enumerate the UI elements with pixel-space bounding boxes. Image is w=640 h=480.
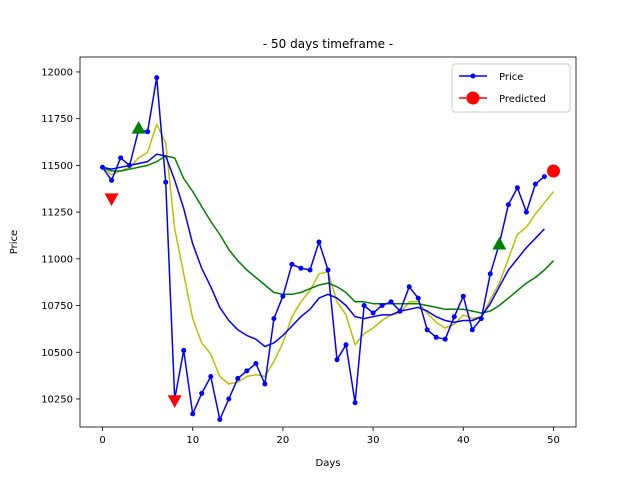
price-point — [388, 299, 394, 305]
smoothed-price-line — [102, 153, 545, 348]
price-point — [208, 374, 214, 379]
price-point — [361, 303, 367, 308]
price-point — [154, 75, 160, 81]
x-tick-label: 20 — [277, 435, 290, 446]
price-point — [505, 202, 511, 208]
price-point — [163, 179, 169, 185]
price-point — [397, 308, 403, 314]
y-tick-label: 10500 — [41, 348, 73, 359]
price-point — [271, 316, 277, 322]
price-point — [217, 417, 223, 422]
price-point — [289, 261, 295, 267]
legend-item-predicted: Predicted — [459, 91, 546, 105]
price-point — [109, 177, 115, 183]
legend-price-marker — [470, 73, 476, 79]
price-point — [469, 327, 475, 333]
legend-predicted-marker — [466, 91, 480, 105]
price-point — [352, 400, 358, 406]
price-point — [406, 284, 412, 290]
price-point — [280, 293, 286, 299]
price-point — [244, 368, 250, 374]
price-point — [541, 174, 547, 180]
plot-frame — [79, 56, 577, 428]
price-point — [487, 271, 493, 277]
moving-average-long-line — [102, 155, 555, 314]
predicted-point — [547, 164, 560, 178]
price-point — [181, 347, 187, 353]
price-point — [442, 336, 448, 342]
price-point — [262, 381, 268, 387]
y-tick-label: 11000 — [41, 254, 73, 265]
price-point — [433, 334, 439, 340]
x-tick-label: 10 — [186, 435, 199, 446]
price-point — [424, 327, 430, 333]
price-point — [478, 316, 484, 322]
price-point — [460, 293, 466, 299]
x-tick-label: 30 — [367, 435, 380, 446]
price-point — [415, 295, 421, 301]
y-tick-label: 11500 — [41, 161, 73, 172]
price-point — [145, 129, 151, 135]
y-axis-label: Price — [9, 230, 20, 254]
price-point — [370, 310, 376, 316]
y-tick-label: 11250 — [41, 208, 73, 219]
price-point — [226, 396, 232, 402]
y-tick-label: 10250 — [41, 394, 73, 405]
price-point — [379, 303, 385, 308]
price-point — [325, 267, 331, 273]
axes: 0 10 20 30 40 50 10250 10500 10750 11000 11250 1150… — [41, 67, 560, 446]
price-point — [253, 361, 259, 366]
legend: Price Predicted — [451, 63, 571, 113]
price-point — [532, 181, 538, 187]
x-tick-label: 50 — [547, 435, 560, 446]
y-tick-label: 10750 — [41, 301, 73, 312]
price-point — [343, 342, 349, 348]
buy-signal-marker — [492, 236, 507, 250]
price-point — [334, 357, 340, 363]
price-line — [101, 76, 545, 421]
y-tick-label: 12000 — [41, 67, 73, 78]
x-tick-label: 40 — [457, 435, 470, 446]
plot-area — [100, 75, 560, 422]
legend-predicted-label: Predicted — [499, 94, 546, 105]
price-point — [100, 164, 105, 170]
chart-title: - 50 days timeframe - — [263, 37, 393, 51]
y-tick-label: 11750 — [41, 114, 73, 125]
x-axis-label: Days — [316, 458, 341, 469]
price-point — [298, 265, 304, 271]
legend-price-label: Price — [499, 72, 523, 83]
price-point — [451, 314, 457, 320]
price-point — [235, 375, 241, 381]
price-point — [199, 390, 205, 396]
price-point — [307, 267, 313, 273]
price-point — [514, 185, 520, 191]
price-point — [118, 155, 124, 161]
price-point — [190, 411, 196, 417]
sell-signal-marker — [104, 193, 119, 207]
price-point — [127, 162, 133, 168]
legend-item-price: Price — [459, 72, 523, 83]
sell-signal-marker — [167, 395, 182, 408]
price-point — [523, 209, 529, 215]
buy-signal-marker — [131, 121, 146, 134]
price-point — [316, 239, 322, 245]
x-tick-label: 0 — [99, 435, 105, 446]
